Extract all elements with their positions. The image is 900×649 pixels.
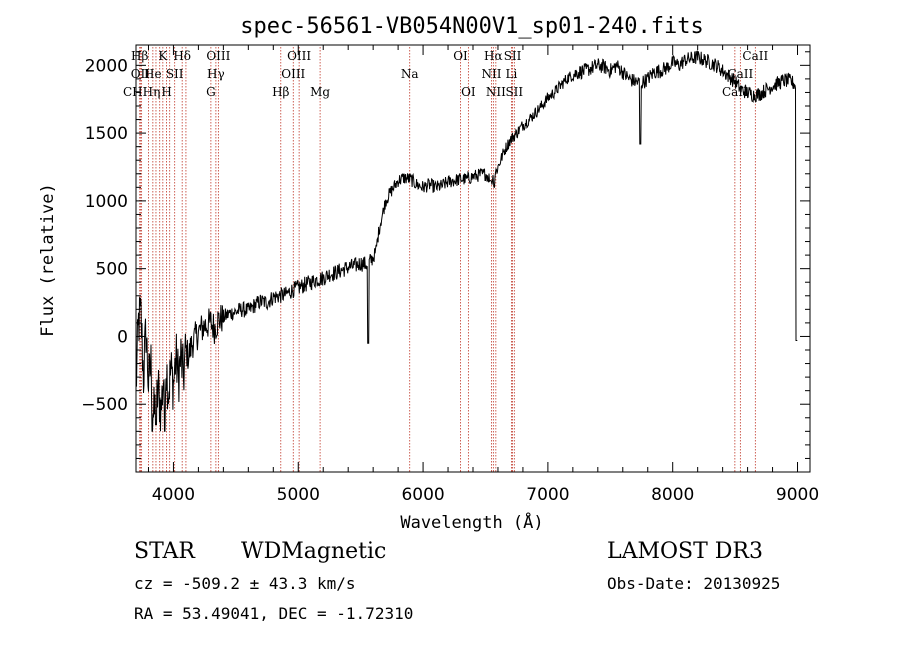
emission-line-markers <box>139 47 756 472</box>
spectrum-chart: spec-56561-VB054N00V1_sp01-240.fits Hβ OI… <box>38 14 819 533</box>
line-marker-label: OI <box>453 49 468 63</box>
line-marker-label: NII <box>481 67 501 81</box>
object-subclass: WDMagnetic <box>241 539 387 564</box>
x-axis-label: Wavelength (Å) <box>400 511 543 533</box>
line-marker-label: Hγ <box>207 67 225 81</box>
line-marker-label: Li <box>506 67 518 81</box>
line-marker-label: Mg <box>310 85 330 99</box>
y-tick-label: 0 <box>117 327 128 347</box>
y-tick-label: 1500 <box>85 124 128 144</box>
y-tick-label: 500 <box>96 260 128 280</box>
line-marker-label: Hβ <box>131 49 148 63</box>
observation-date: Obs-Date: 20130925 <box>607 574 781 593</box>
x-axis-ticks: 4000 5000 6000 7000 8000 9000 <box>147 45 819 505</box>
line-marker-label: CHHη <box>123 85 160 99</box>
line-marker-label: Hβ <box>272 85 289 99</box>
line-marker-labels: HβOIICHHηHeKHSIIHδGHγOIIIHβOIIIOIIIMgNaO… <box>123 49 769 99</box>
y-axis-label: Flux (relative) <box>38 183 58 337</box>
x-tick-label: 7000 <box>526 485 569 505</box>
line-marker-label: NII <box>486 85 506 99</box>
line-marker-label: He <box>144 67 162 81</box>
x-tick-label: 8000 <box>651 485 694 505</box>
plot-frame <box>135 44 811 473</box>
x-tick-label: 9000 <box>776 485 819 505</box>
y-tick-label: 2000 <box>85 56 128 76</box>
coordinates: RA = 53.49041, DEC = -1.72310 <box>134 604 414 623</box>
line-marker-label: OIII <box>281 67 305 81</box>
line-marker-label: SII <box>166 67 184 81</box>
y-axis-ticks: −500 0 500 1000 1500 2000 <box>81 51 810 459</box>
line-marker-label: CaII <box>742 49 768 63</box>
line-marker-label: OIII <box>206 49 230 63</box>
line-marker-label: G <box>206 85 216 99</box>
line-marker-label: OIII <box>287 49 311 63</box>
x-tick-label: 5000 <box>277 485 320 505</box>
redshift-cz: cz = -509.2 ± 43.3 km/s <box>134 574 356 593</box>
y-tick-label: −500 <box>81 395 128 415</box>
x-tick-label: 6000 <box>401 485 444 505</box>
line-marker-label: H <box>161 85 171 99</box>
line-marker-label: Na <box>401 67 419 81</box>
line-marker-label: SII <box>504 49 522 63</box>
line-marker-label: Hδ <box>173 49 191 63</box>
line-marker-label: Hα <box>484 49 503 63</box>
chart-title: spec-56561-VB054N00V1_sp01-240.fits <box>240 14 704 39</box>
line-marker-label: OI <box>461 85 476 99</box>
x-tick-label: 4000 <box>152 485 195 505</box>
survey-name: LAMOST DR3 <box>607 539 763 564</box>
y-tick-label: 1000 <box>85 192 128 212</box>
line-marker-label: SII <box>505 85 523 99</box>
flux-series-line <box>135 50 798 432</box>
object-class: STAR <box>134 539 195 564</box>
line-marker-label: K <box>158 49 168 63</box>
